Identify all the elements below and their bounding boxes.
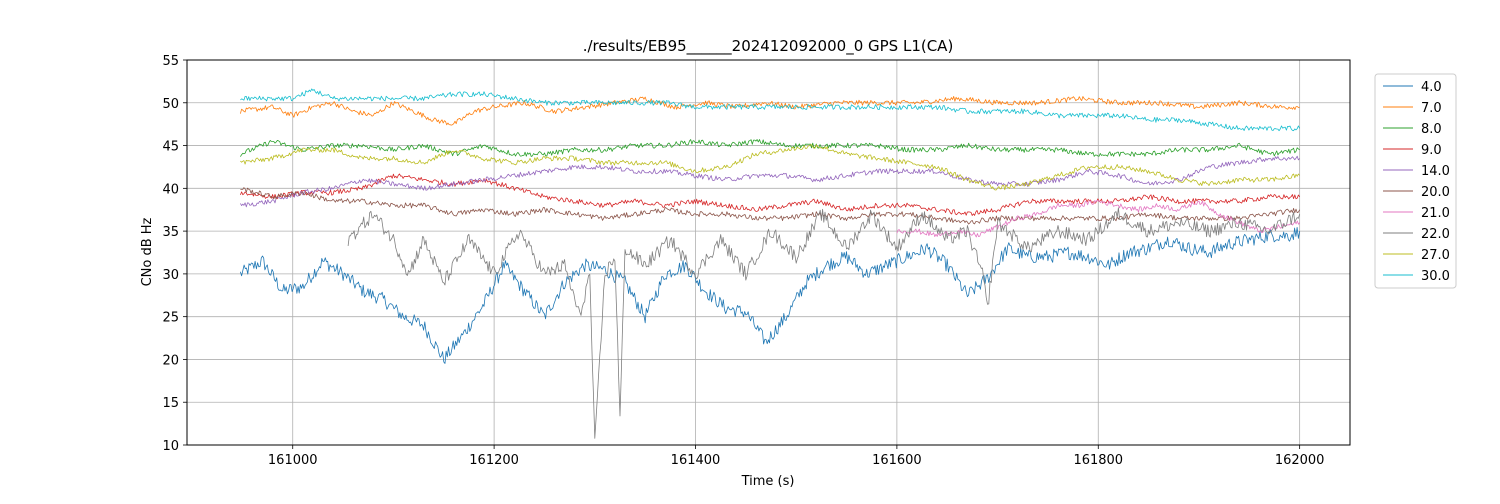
series-line-8-0 bbox=[240, 139, 1300, 157]
x-tick-label: 161000 bbox=[268, 453, 318, 468]
series-line-20-0 bbox=[240, 187, 1301, 225]
legend-label: 14.0 bbox=[1421, 164, 1450, 179]
legend-label: 8.0 bbox=[1421, 122, 1442, 137]
legend-label: 7.0 bbox=[1421, 101, 1442, 116]
legend-label: 22.0 bbox=[1421, 227, 1450, 242]
series-line-4-0 bbox=[240, 226, 1301, 364]
y-tick-label: 30 bbox=[162, 268, 179, 283]
chart-title: ./results/EB95______202412092000_0 GPS L… bbox=[583, 37, 954, 56]
y-tick-label: 50 bbox=[162, 97, 179, 112]
legend-label: 4.0 bbox=[1421, 80, 1442, 95]
series-line-30-0 bbox=[240, 88, 1301, 132]
y-axis-label: CNo dB Hz bbox=[140, 217, 155, 286]
series-line-27-0 bbox=[240, 144, 1301, 191]
x-axis-label: Time (s) bbox=[741, 474, 795, 489]
series-layer bbox=[240, 88, 1301, 439]
legend-items: 4.0 7.0 8.0 9.0 14.0 20.0 21.0 22.0 27.0 30.0 bbox=[1383, 80, 1450, 284]
x-tick-label: 161600 bbox=[872, 453, 922, 468]
legend-label: 30.0 bbox=[1421, 269, 1450, 284]
axis-ticks: 161000 161200 161400 161600 161800 162000 10 15… bbox=[162, 54, 1324, 468]
y-tick-label: 20 bbox=[162, 353, 179, 368]
y-tick-label: 15 bbox=[162, 396, 179, 411]
y-tick-label: 40 bbox=[162, 182, 179, 197]
x-tick-label: 161200 bbox=[469, 453, 519, 468]
y-tick-label: 35 bbox=[162, 225, 179, 240]
grid-layer bbox=[187, 59, 1350, 446]
x-tick-label: 162000 bbox=[1275, 453, 1325, 468]
y-tick-label: 25 bbox=[162, 311, 179, 326]
legend-label: 27.0 bbox=[1421, 248, 1450, 263]
legend-label: 20.0 bbox=[1421, 185, 1450, 200]
legend-label: 9.0 bbox=[1421, 143, 1442, 158]
plot-area-frame bbox=[186, 59, 1351, 446]
legend: 4.0 7.0 8.0 9.0 14.0 20.0 21.0 22.0 27.0 30.0 bbox=[1374, 73, 1457, 289]
y-tick-label: 45 bbox=[162, 140, 179, 155]
series-line-14-0 bbox=[240, 155, 1301, 208]
y-tick-label: 55 bbox=[162, 54, 179, 69]
series-line-9-0 bbox=[240, 173, 1301, 216]
x-tick-label: 161800 bbox=[1073, 453, 1123, 468]
y-tick-label: 10 bbox=[162, 439, 179, 454]
legend-label: 21.0 bbox=[1421, 206, 1450, 221]
series-line-7-0 bbox=[240, 96, 1300, 126]
series-line-22-0 bbox=[347, 207, 1301, 439]
x-tick-label: 161400 bbox=[671, 453, 721, 468]
